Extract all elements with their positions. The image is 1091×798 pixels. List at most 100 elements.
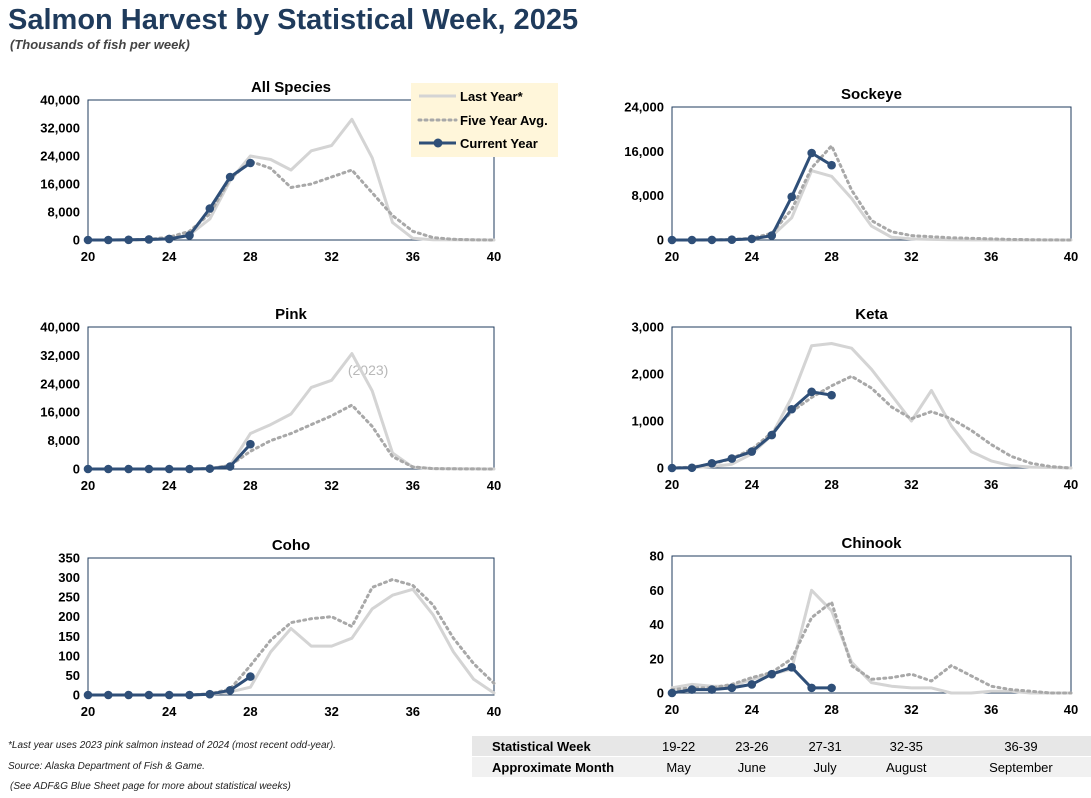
x-tick-label: 24	[162, 249, 177, 264]
y-tick-label: 40,000	[40, 93, 80, 108]
y-tick-label: 0	[73, 688, 80, 703]
plot-area-chinook	[671, 555, 1072, 694]
legend-current-year-marker	[433, 138, 443, 148]
y-tick-label: 32,000	[40, 348, 80, 363]
data-point-current-year	[827, 683, 836, 693]
x-tick-label: 32	[324, 249, 338, 264]
approximate-month-row: Approximate Month May June July August S…	[472, 756, 1091, 777]
series-line-last-year	[670, 588, 1073, 695]
page-title: Salmon Harvest by Statistical Week, 2025	[8, 4, 579, 36]
series-line-current-year	[86, 161, 252, 242]
statistical-week-table: Statistical Week 19-22 23-26 27-31 32-35…	[472, 736, 1091, 777]
data-point-current-year	[124, 690, 133, 700]
plot-area-all-species	[87, 99, 495, 241]
y-tick-label: 20	[650, 651, 664, 666]
x-tick-label: 32	[904, 249, 918, 264]
week-range-cell: 27-31	[788, 736, 862, 757]
y-tick-label: 16,000	[40, 405, 80, 420]
plot-area-keta	[671, 326, 1072, 469]
x-tick-label: 36	[984, 702, 998, 717]
data-point-current-year	[787, 192, 796, 202]
y-tick-label: 200	[58, 609, 80, 624]
series-line-current-year	[670, 151, 834, 242]
y-tick-label: 3,000	[631, 320, 664, 335]
month-cell: June	[715, 756, 789, 777]
data-point-current-year	[104, 235, 113, 245]
x-tick-label: 20	[81, 704, 95, 719]
x-tick-label: 36	[406, 704, 420, 719]
data-point-current-year	[104, 464, 113, 474]
y-tick-label: 32,000	[40, 121, 80, 136]
data-point-current-year	[667, 463, 677, 473]
plot-area-sockeye	[671, 106, 1072, 241]
y-tick-label: 50	[66, 668, 80, 683]
data-point-current-year	[144, 235, 154, 244]
data-point-current-year	[827, 160, 836, 170]
y-tick-label: 0	[657, 461, 664, 476]
x-tick-label: 40	[1064, 702, 1078, 717]
y-tick-label: 0	[73, 233, 80, 248]
chart-all-species: All Species 0 8,000 16,000 24,000 32,000 40,00…	[40, 79, 501, 264]
data-point-current-year	[787, 663, 796, 672]
y-tick-label: 16,000	[624, 144, 664, 159]
x-tick-label: 40	[487, 478, 501, 493]
data-point-current-year	[667, 235, 677, 245]
x-tick-label: 32	[904, 702, 918, 717]
chart-title-chinook: Chinook	[842, 535, 903, 552]
data-point-current-year	[807, 683, 816, 693]
y-tick-label: 2,000	[631, 367, 664, 382]
x-tick-label: 28	[824, 249, 838, 264]
month-cell: July	[788, 756, 862, 777]
data-point-current-year	[707, 685, 717, 694]
x-tick-label: 20	[81, 249, 95, 264]
data-point-current-year	[144, 690, 154, 700]
y-tick-label: 8,000	[47, 205, 80, 220]
data-point-current-year	[205, 689, 215, 699]
legend-last-year-label: Last Year*	[460, 89, 524, 104]
series-line-last-year	[86, 587, 496, 697]
data-point-current-year	[164, 464, 174, 474]
y-tick-label: 350	[58, 551, 80, 566]
chart-keta: Keta 0 1,000 2,000 3,000 20 24 28 32 36 40	[631, 306, 1078, 492]
y-tick-label: 24,000	[40, 149, 80, 164]
x-tick-label: 32	[324, 478, 338, 493]
data-point-current-year	[687, 463, 697, 473]
data-point-current-year	[225, 172, 235, 182]
data-point-current-year	[246, 439, 255, 449]
data-point-current-year	[767, 231, 777, 240]
x-tick-label: 24	[745, 702, 760, 717]
series-line-last-year	[86, 352, 496, 471]
page-subtitle: (Thousands of fish per week)	[10, 37, 190, 52]
x-tick-label: 28	[824, 702, 838, 717]
x-tick-label: 40	[487, 249, 501, 264]
series-line-five-year	[86, 578, 496, 697]
y-tick-label: 250	[58, 590, 80, 605]
x-tick-label: 36	[406, 478, 420, 493]
month-cell: September	[950, 756, 1091, 777]
series-line-five-year	[670, 600, 1073, 695]
y-tick-label: 24,000	[40, 376, 80, 391]
data-point-current-year	[807, 387, 816, 397]
x-tick-label: 32	[324, 704, 338, 719]
data-point-current-year	[83, 690, 93, 700]
data-point-current-year	[747, 447, 757, 456]
data-point-current-year	[246, 672, 255, 681]
data-point-current-year	[104, 690, 113, 700]
data-point-current-year	[246, 158, 255, 168]
x-tick-label: 28	[243, 704, 257, 719]
y-tick-label: 24,000	[624, 100, 664, 115]
chart-pink: Pink 0 8,000 16,000 24,000 32,000 40,000 20 24 28…	[40, 306, 501, 493]
x-tick-label: 24	[745, 249, 760, 264]
approximate-month-header: Approximate Month	[472, 756, 642, 777]
month-cell: May	[642, 756, 716, 777]
x-tick-label: 36	[984, 477, 998, 492]
legend: Last Year* Five Year Avg. Current Year	[411, 83, 558, 157]
series-line-last-year	[670, 169, 1073, 242]
chart-title-keta: Keta	[855, 306, 888, 323]
y-tick-label: 80	[650, 549, 664, 564]
x-tick-label: 24	[745, 477, 760, 492]
data-point-current-year	[827, 390, 836, 400]
x-tick-label: 36	[984, 249, 998, 264]
data-point-current-year	[667, 688, 677, 698]
